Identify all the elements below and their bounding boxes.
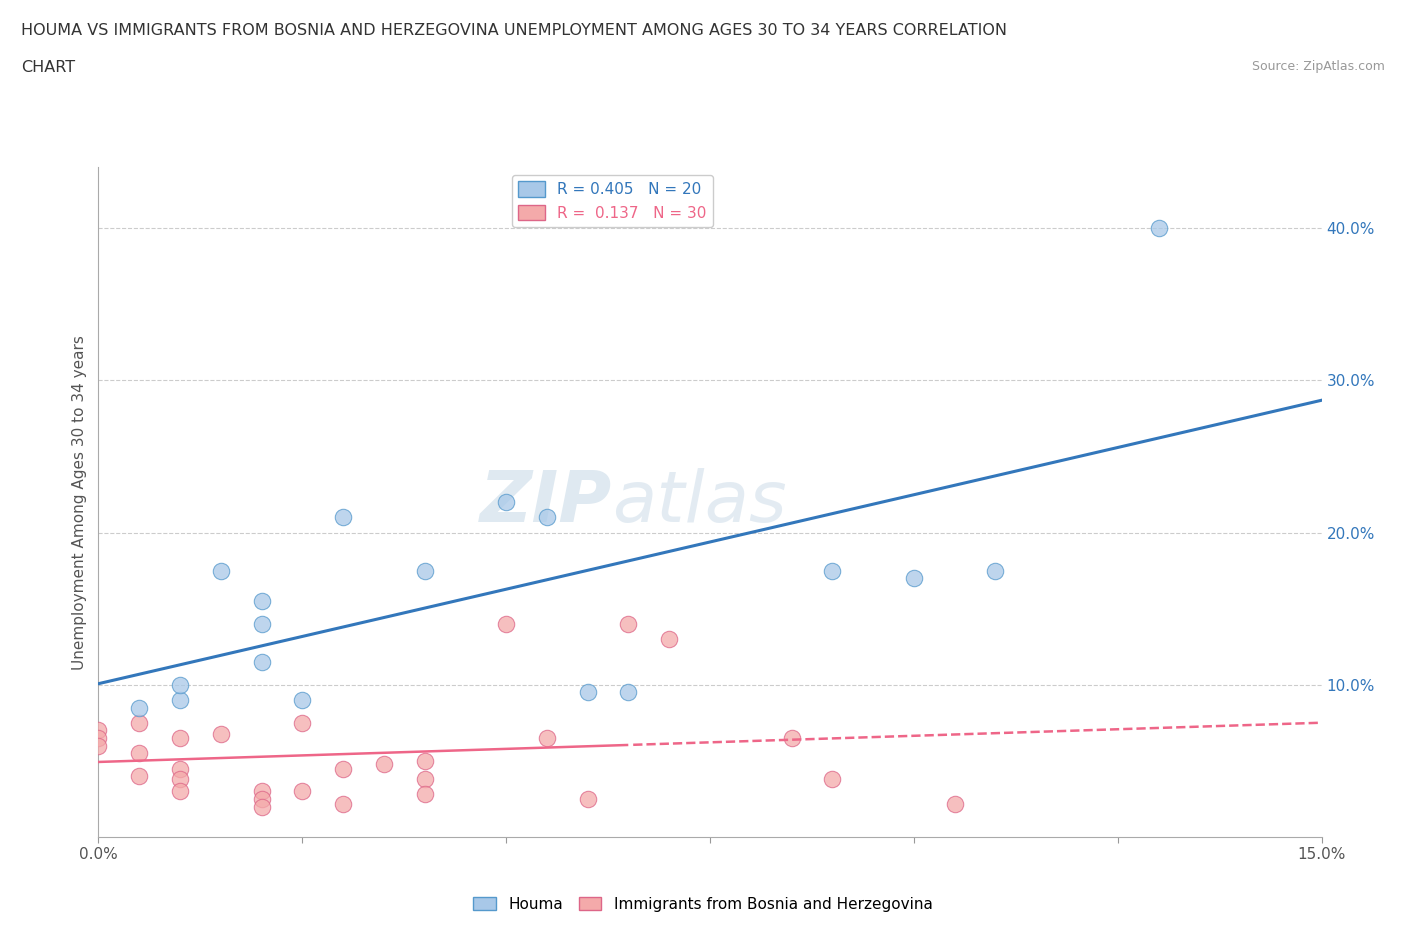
Point	[128, 715, 150, 730]
Point	[169, 677, 191, 692]
Point	[128, 769, 150, 784]
Point	[943, 796, 966, 811]
Point	[291, 693, 314, 708]
Y-axis label: Unemployment Among Ages 30 to 34 years: Unemployment Among Ages 30 to 34 years	[72, 335, 87, 670]
Text: Source: ZipAtlas.com: Source: ZipAtlas.com	[1251, 60, 1385, 73]
Point	[617, 685, 640, 700]
Point	[87, 731, 110, 746]
Point	[1147, 220, 1170, 235]
Point	[169, 761, 191, 776]
Point	[617, 617, 640, 631]
Point	[332, 796, 354, 811]
Point	[250, 799, 273, 814]
Point	[536, 510, 558, 525]
Text: HOUMA VS IMMIGRANTS FROM BOSNIA AND HERZEGOVINA UNEMPLOYMENT AMONG AGES 30 TO 34: HOUMA VS IMMIGRANTS FROM BOSNIA AND HERZ…	[21, 23, 1007, 38]
Point	[903, 571, 925, 586]
Point	[413, 753, 436, 768]
Point	[250, 617, 273, 631]
Point	[780, 731, 803, 746]
Text: ZIP: ZIP	[479, 468, 612, 537]
Point	[495, 617, 517, 631]
Point	[87, 738, 110, 753]
Point	[250, 593, 273, 608]
Point	[413, 772, 436, 787]
Point	[209, 564, 232, 578]
Text: CHART: CHART	[21, 60, 75, 75]
Point	[128, 746, 150, 761]
Point	[536, 731, 558, 746]
Legend: R = 0.405   N = 20, R =  0.137   N = 30: R = 0.405 N = 20, R = 0.137 N = 30	[512, 175, 713, 227]
Text: atlas: atlas	[612, 468, 787, 537]
Point	[495, 495, 517, 510]
Point	[332, 761, 354, 776]
Point	[413, 787, 436, 802]
Point	[250, 791, 273, 806]
Point	[821, 772, 844, 787]
Point	[209, 726, 232, 741]
Point	[373, 756, 395, 771]
Point	[250, 655, 273, 670]
Point	[169, 731, 191, 746]
Point	[332, 510, 354, 525]
Point	[576, 685, 599, 700]
Point	[291, 784, 314, 799]
Point	[576, 791, 599, 806]
Point	[128, 700, 150, 715]
Point	[413, 564, 436, 578]
Point	[169, 784, 191, 799]
Point	[169, 772, 191, 787]
Legend: Houma, Immigrants from Bosnia and Herzegovina: Houma, Immigrants from Bosnia and Herzeg…	[467, 890, 939, 918]
Point	[250, 784, 273, 799]
Point	[291, 715, 314, 730]
Point	[658, 631, 681, 646]
Point	[821, 564, 844, 578]
Point	[169, 693, 191, 708]
Point	[984, 564, 1007, 578]
Point	[87, 723, 110, 737]
